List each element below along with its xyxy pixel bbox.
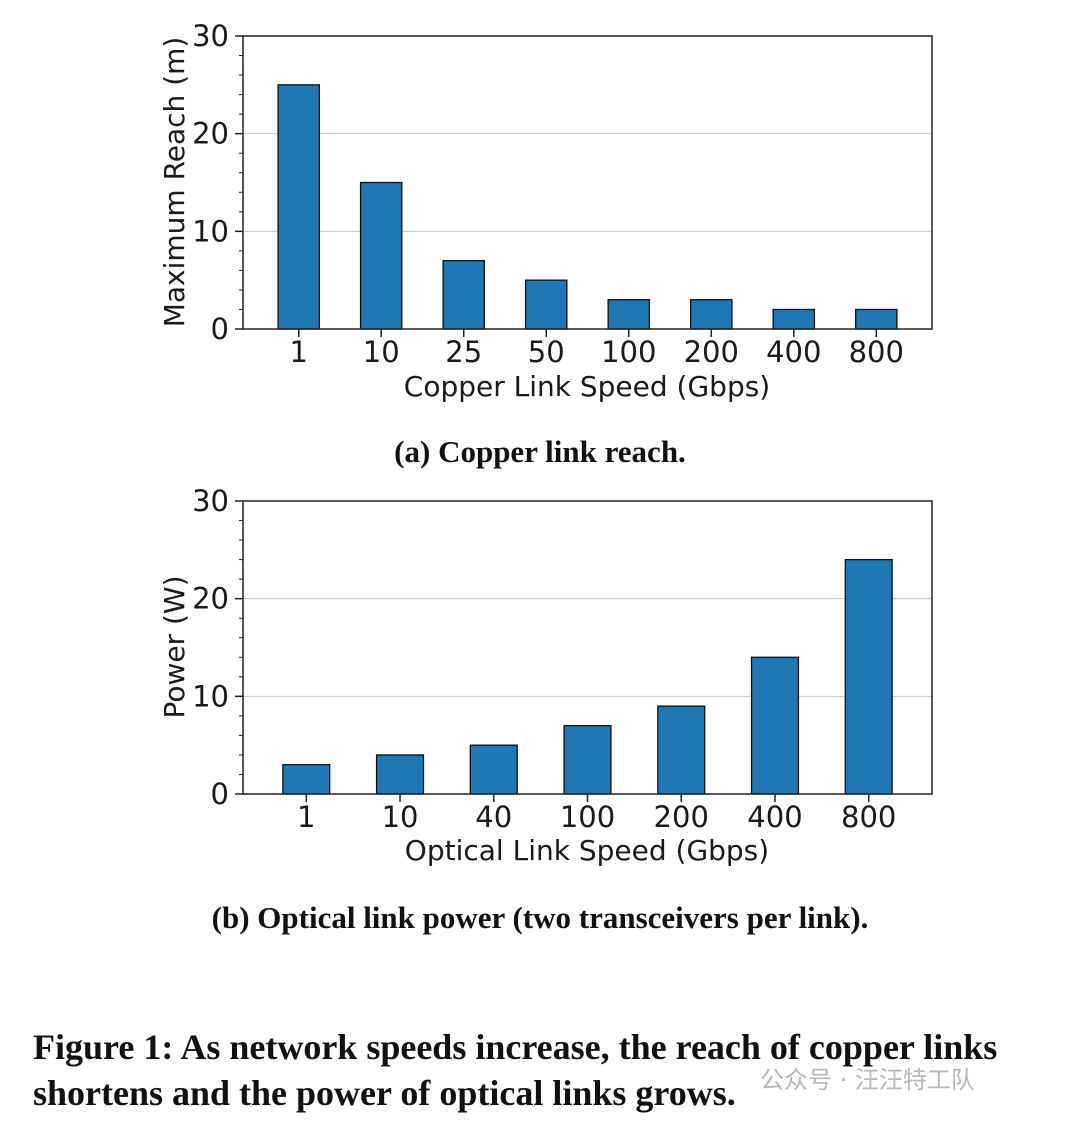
chart-b-xtick-label: 400 bbox=[747, 800, 802, 834]
chart-b-ytick-label: 10 bbox=[192, 679, 229, 713]
chart-a-caption: (a) Copper link reach. bbox=[394, 434, 686, 469]
chart-b-ytick-label: 20 bbox=[192, 582, 229, 616]
chart-a-xtick-label: 25 bbox=[445, 335, 482, 369]
chart-b-grid bbox=[243, 598, 932, 697]
chart-b: 0 10 20 30 1 10 40 100 200 400 800 Optical Link S… bbox=[158, 484, 933, 867]
chart-b-xtick-label: 100 bbox=[560, 800, 615, 834]
chart-a-xtick-label: 100 bbox=[601, 335, 656, 369]
chart-a-xtick-label: 400 bbox=[766, 335, 821, 369]
chart-a-xlabel: Copper Link Speed (Gbps) bbox=[404, 370, 770, 403]
chart-a-xticks: 1 10 25 50 100 200 400 800 bbox=[289, 329, 904, 369]
chart-a-bar-200 bbox=[689, 299, 733, 330]
chart-a: 0 10 20 30 1 10 25 50 100 200 400 800 Copper Link … bbox=[158, 19, 933, 403]
chart-a-ytick-label: 20 bbox=[192, 117, 229, 151]
chart-b-bar-200 bbox=[657, 705, 706, 795]
chart-a-bar-100 bbox=[607, 299, 651, 330]
chart-a-ytick-label: 0 bbox=[211, 312, 229, 346]
chart-b-bars bbox=[282, 558, 893, 795]
chart-a-xtick-label: 800 bbox=[849, 335, 904, 369]
chart-b-ytick-label: 30 bbox=[192, 484, 229, 518]
chart-a-grid bbox=[243, 133, 932, 232]
chart-a-bar-50 bbox=[524, 279, 568, 330]
chart-b-yticks: 0 10 20 30 bbox=[192, 484, 243, 811]
chart-a-xtick-label: 1 bbox=[289, 335, 307, 369]
chart-a-xtick-label: 50 bbox=[528, 335, 565, 369]
chart-b-xlabel: Optical Link Speed (Gbps) bbox=[405, 834, 769, 867]
chart-a-yticks: 0 10 20 30 bbox=[192, 19, 243, 346]
chart-a-ylabel: Maximum Reach (m) bbox=[158, 37, 191, 328]
chart-a-ytick-label: 30 bbox=[192, 19, 229, 53]
chart-b-xtick-label: 800 bbox=[841, 800, 896, 834]
chart-b-ytick-label: 0 bbox=[211, 777, 229, 811]
chart-a-bar-25 bbox=[442, 259, 486, 330]
chart-b-bar-800 bbox=[844, 558, 893, 795]
watermark: 公众号 · 汪汪特工队 bbox=[760, 1066, 975, 1094]
chart-b-bar-100 bbox=[563, 724, 612, 795]
chart-b-ylabel: Power (W) bbox=[158, 575, 191, 718]
chart-b-xtick-label: 40 bbox=[475, 800, 512, 834]
chart-a-bar-1 bbox=[277, 84, 320, 330]
chart-b-bar-10 bbox=[375, 754, 425, 795]
chart-b-xtick-label: 10 bbox=[382, 800, 419, 834]
chart-a-frame bbox=[242, 35, 933, 330]
figure-caption: Figure 1: As network speeds increase, th… bbox=[33, 1027, 998, 1113]
chart-a-bars bbox=[277, 84, 898, 330]
chart-a-bar-10 bbox=[359, 181, 403, 330]
chart-a-xtick-label: 200 bbox=[684, 335, 739, 369]
chart-b-bar-400 bbox=[750, 656, 800, 795]
chart-b-caption: (b) Optical link power (two transceivers… bbox=[211, 900, 869, 935]
chart-b-bar-1 bbox=[282, 764, 331, 795]
chart-a-ytick-label: 10 bbox=[192, 214, 229, 248]
chart-b-xticks: 1 10 40 100 200 400 800 bbox=[297, 794, 896, 834]
chart-a-xtick-label: 10 bbox=[363, 335, 400, 369]
chart-b-xtick-label: 200 bbox=[654, 800, 709, 834]
chart-b-bar-40 bbox=[469, 744, 518, 795]
chart-b-xtick-label: 1 bbox=[297, 800, 315, 834]
